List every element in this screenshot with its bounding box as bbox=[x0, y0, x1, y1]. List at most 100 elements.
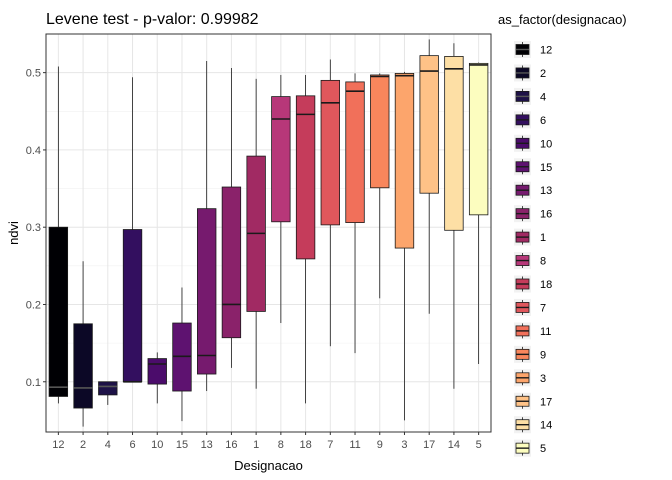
box-13 bbox=[197, 61, 217, 392]
x-axis-title: Designacao bbox=[234, 458, 303, 473]
legend-label: 15 bbox=[540, 162, 552, 174]
x-tick-label: 14 bbox=[448, 439, 460, 451]
box-iqr bbox=[394, 73, 415, 249]
y-tick-label: 0.1 bbox=[26, 377, 41, 389]
box-15 bbox=[172, 287, 192, 422]
legend-label: 8 bbox=[540, 256, 546, 268]
box-10 bbox=[147, 352, 167, 404]
box-iqr bbox=[345, 81, 365, 223]
x-tick-label: 1 bbox=[253, 439, 259, 451]
legend-label: 11 bbox=[540, 326, 551, 338]
legend-item-10: 10 bbox=[514, 134, 552, 152]
box-12 bbox=[48, 66, 69, 404]
legend-item-2: 2 bbox=[514, 64, 546, 82]
x-tick-label: 7 bbox=[327, 439, 333, 451]
legend-item-12: 12 bbox=[514, 41, 552, 58]
box-iqr bbox=[48, 226, 69, 397]
legend-label: 18 bbox=[540, 279, 552, 291]
legend-item-5: 5 bbox=[514, 439, 546, 457]
legend-label: 2 bbox=[540, 68, 546, 80]
legend-label: 6 bbox=[540, 115, 546, 127]
box-iqr bbox=[419, 55, 439, 194]
x-tick-label: 13 bbox=[201, 439, 213, 451]
legend-item-3: 3 bbox=[514, 369, 546, 387]
x-tick-label: 8 bbox=[278, 439, 284, 451]
legend-label: 9 bbox=[540, 349, 546, 361]
y-tick-label: 0.4 bbox=[26, 145, 41, 157]
legend-item-8: 8 bbox=[514, 252, 546, 270]
legend-item-1: 1 bbox=[514, 228, 546, 246]
legend-label: 16 bbox=[540, 209, 552, 221]
y-tick-label: 0.3 bbox=[26, 222, 41, 234]
x-tick-label: 18 bbox=[299, 439, 311, 451]
legend-item-16: 16 bbox=[514, 205, 552, 223]
box-7 bbox=[320, 59, 340, 347]
x-tick-label: 17 bbox=[423, 439, 435, 451]
legend-label: 10 bbox=[540, 138, 552, 150]
box-18 bbox=[295, 74, 316, 404]
x-tick-label: 16 bbox=[225, 439, 237, 451]
x-tick-label: 9 bbox=[377, 439, 383, 451]
legend-label: 7 bbox=[540, 302, 546, 314]
legend-item-13: 13 bbox=[514, 181, 552, 199]
legend-title: as_factor(designacao) bbox=[498, 12, 627, 27]
box-iqr bbox=[122, 229, 143, 383]
legend-item-14: 14 bbox=[514, 416, 552, 434]
y-axis-title: ndvi bbox=[6, 221, 21, 245]
box-iqr bbox=[444, 56, 464, 231]
box-17 bbox=[419, 39, 439, 314]
y-tick-label: 0.5 bbox=[26, 68, 41, 80]
x-tick-label: 11 bbox=[349, 439, 360, 451]
legend-item-7: 7 bbox=[514, 298, 546, 316]
legend-label: 4 bbox=[540, 91, 546, 103]
legend-item-15: 15 bbox=[514, 158, 552, 176]
box-iqr bbox=[73, 323, 93, 409]
legend-item-11: 11 bbox=[514, 322, 551, 340]
x-tick-label: 3 bbox=[401, 439, 407, 451]
legend-label: 5 bbox=[540, 443, 546, 455]
box-9 bbox=[370, 73, 390, 299]
box-11 bbox=[345, 73, 365, 354]
y-tick-label: 0.2 bbox=[26, 299, 41, 311]
box-iqr bbox=[147, 358, 167, 385]
box-3 bbox=[394, 71, 415, 421]
legend-label: 1 bbox=[540, 232, 546, 244]
box-4 bbox=[98, 381, 118, 405]
legend-label: 12 bbox=[540, 45, 552, 57]
box-8 bbox=[271, 74, 291, 324]
x-tick-label: 10 bbox=[151, 439, 163, 451]
chart-title: Levene test - p-valor: 0.99982 bbox=[46, 11, 259, 28]
legend-item-6: 6 bbox=[514, 111, 546, 129]
legend-item-9: 9 bbox=[514, 345, 546, 363]
x-tick-label: 6 bbox=[129, 439, 135, 451]
legend-label: 3 bbox=[540, 373, 546, 385]
box-14 bbox=[444, 43, 464, 389]
legend-item-18: 18 bbox=[514, 275, 552, 293]
box-16 bbox=[221, 68, 242, 368]
box-1 bbox=[246, 78, 266, 389]
box-6 bbox=[122, 77, 143, 383]
box-iqr bbox=[370, 74, 390, 189]
box-iqr bbox=[221, 186, 242, 339]
box-iqr bbox=[295, 95, 316, 260]
x-tick-label: 2 bbox=[80, 439, 86, 451]
legend-item-4: 4 bbox=[514, 87, 546, 105]
box-iqr bbox=[271, 96, 291, 223]
legend-item-17: 17 bbox=[514, 392, 552, 410]
legend-label: 13 bbox=[540, 185, 552, 197]
box-iqr bbox=[197, 208, 217, 375]
legend-label: 17 bbox=[540, 396, 552, 408]
box-iqr bbox=[468, 62, 489, 216]
x-tick-label: 15 bbox=[176, 439, 188, 451]
x-axis: 12 2 4 6 10 15 13 16 1 8 18 7 11 9 3 17 14 5 bbox=[52, 432, 482, 451]
box-iqr bbox=[320, 79, 340, 226]
box-2 bbox=[73, 261, 93, 427]
legend-label: 14 bbox=[540, 420, 552, 432]
plot-border bbox=[45, 33, 492, 433]
x-tick-label: 4 bbox=[105, 439, 111, 451]
x-tick-label: 5 bbox=[476, 439, 482, 451]
box-series bbox=[48, 39, 489, 427]
plot-panel bbox=[45, 33, 492, 433]
